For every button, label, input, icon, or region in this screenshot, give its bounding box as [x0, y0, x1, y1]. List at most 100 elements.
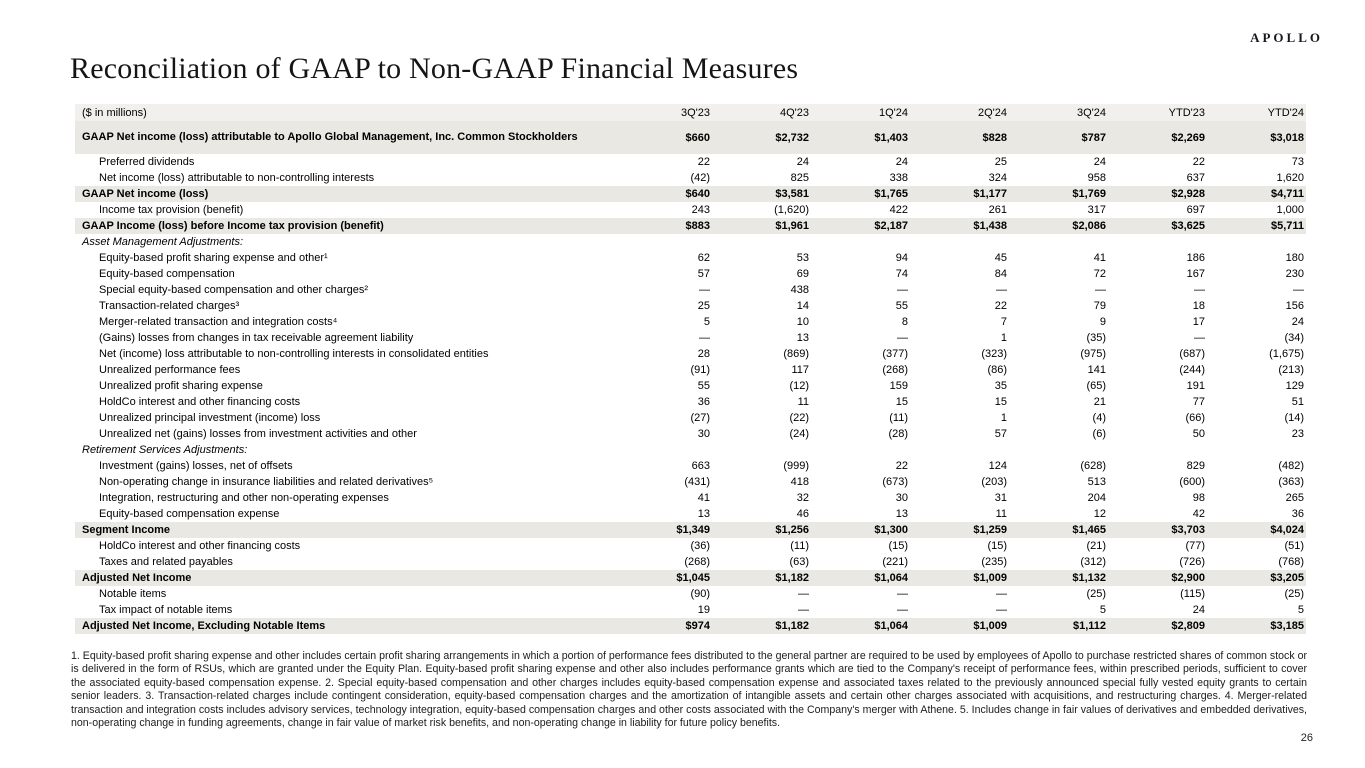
table-row: HoldCo interest and other financing cost… — [75, 538, 1306, 554]
row-value: $4,711 — [1270, 188, 1304, 200]
row-value: 24 — [1192, 604, 1205, 616]
row-value: 1 — [1000, 332, 1007, 344]
row-value: — — [1194, 332, 1205, 344]
row-value: 11 — [995, 508, 1007, 520]
row-value: 186 — [1186, 252, 1205, 264]
row-value: (24) — [789, 428, 809, 440]
row-value: 159 — [889, 380, 908, 392]
row-value: (51) — [1284, 540, 1304, 552]
table-row: Adjusted Net Income, Excluding Notable I… — [75, 618, 1306, 634]
row-value: 191 — [1186, 380, 1205, 392]
row-value: 57 — [697, 268, 710, 280]
row-value: (25) — [1284, 588, 1304, 600]
row-value: $1,112 — [1072, 620, 1106, 632]
row-value: (12) — [789, 380, 809, 392]
row-value: (28) — [888, 428, 908, 440]
row-value: (235) — [981, 556, 1007, 568]
row-value: 51 — [1291, 396, 1304, 408]
row-value: (768) — [1278, 556, 1304, 568]
page-number: 26 — [1300, 732, 1313, 744]
row-value: 31 — [994, 492, 1007, 504]
table-row: Taxes and related payables (268) (63) (221)… — [75, 554, 1306, 570]
row-value: (63) — [789, 556, 809, 568]
row-value: 28 — [697, 348, 710, 360]
row-value: 22 — [697, 156, 710, 168]
row-value: (482) — [1278, 460, 1304, 472]
row-value: $1,064 — [874, 572, 908, 584]
row-value: (35) — [1086, 332, 1106, 344]
row-value: (1,675) — [1269, 348, 1304, 360]
row-value: 24 — [1291, 316, 1304, 328]
row-value: $1,465 — [1072, 524, 1106, 536]
table-row: GAAP Net income (loss) $640 $3,581 $1,765 $1… — [75, 186, 1306, 202]
row-value: 32 — [796, 492, 809, 504]
table-row: GAAP Income (loss) before Income tax pro… — [75, 218, 1306, 234]
row-value: 15 — [994, 396, 1007, 408]
row-value: (42) — [690, 172, 710, 184]
row-value: $1,300 — [874, 524, 908, 536]
row-value: 180 — [1285, 252, 1304, 264]
table-row: Asset Management Adjustments: — [75, 234, 1306, 250]
row-value: — — [897, 284, 908, 296]
row-value: 141 — [1087, 364, 1106, 376]
row-value: 53 — [796, 252, 809, 264]
row-value: 265 — [1285, 492, 1304, 504]
row-value: $2,809 — [1171, 620, 1205, 632]
row-label: Preferred dividends — [99, 156, 195, 168]
row-value: $1,961 — [775, 220, 809, 232]
row-value: 30 — [697, 428, 710, 440]
row-value: (377) — [882, 348, 908, 360]
row-value: 156 — [1285, 300, 1304, 312]
footnotes: 1. Equity-based profit sharing expense a… — [71, 650, 1307, 730]
row-value: (268) — [882, 364, 908, 376]
row-value: — — [996, 588, 1007, 600]
row-value: 24 — [796, 156, 809, 168]
row-value: 324 — [988, 172, 1007, 184]
row-value: $883 — [685, 220, 710, 232]
row-label: Income tax provision (benefit) — [99, 204, 244, 216]
table-row: Retirement Services Adjustments: — [75, 442, 1306, 458]
row-value: 84 — [994, 268, 1007, 280]
row-label: Retirement Services Adjustments: — [82, 444, 248, 456]
row-label: Adjusted Net Income, Excluding Notable I… — [82, 620, 326, 632]
row-value: (115) — [1180, 588, 1205, 600]
row-value: 14 — [796, 300, 809, 312]
row-value: $1,045 — [676, 572, 710, 584]
column-header: 3Q'24 — [1076, 106, 1106, 119]
row-value: 13 — [697, 508, 710, 520]
row-value: 79 — [1093, 300, 1106, 312]
row-value: 62 — [697, 252, 710, 264]
row-value: $1,259 — [973, 524, 1007, 536]
row-value: $3,205 — [1270, 572, 1304, 584]
row-value: (34) — [1284, 332, 1304, 344]
row-value: $1,009 — [973, 620, 1007, 632]
row-value: (36) — [690, 540, 710, 552]
row-value: 36 — [1291, 508, 1304, 520]
row-label: Asset Management Adjustments: — [82, 236, 244, 248]
row-value: $828 — [982, 131, 1007, 144]
row-value: (21) — [1086, 540, 1106, 552]
row-value: (726) — [1179, 556, 1205, 568]
table-row: Unrealized profit sharing expense 55 (12) 1… — [75, 378, 1306, 394]
row-value: 13 — [895, 508, 908, 520]
table-row: Income tax provision (benefit) 243 (1,620)… — [75, 202, 1306, 218]
row-value: $1,403 — [874, 131, 908, 144]
row-label: Segment Income — [82, 524, 171, 536]
row-label: Transaction-related charges³ — [99, 300, 240, 312]
table-row: Segment Income $1,349 $1,256 $1,300 $1,259 $1… — [75, 522, 1306, 538]
table-row: (Gains) losses from changes in tax recei… — [75, 330, 1306, 346]
table-row: Non-operating change in insurance liabil… — [75, 474, 1306, 490]
column-header: YTD'24 — [1267, 106, 1304, 119]
row-value: (323) — [981, 348, 1007, 360]
column-header: 1Q'24 — [878, 106, 908, 119]
row-value: $1,182 — [775, 572, 809, 584]
row-value: 98 — [1192, 492, 1205, 504]
row-value: (91) — [690, 364, 710, 376]
row-value: 55 — [697, 380, 710, 392]
row-value: 230 — [1285, 268, 1304, 280]
row-value: 74 — [895, 268, 908, 280]
row-value: 7 — [1000, 316, 1007, 328]
row-value: $787 — [1081, 131, 1106, 144]
row-value: $5,711 — [1270, 220, 1304, 232]
row-value: 5 — [703, 316, 710, 328]
